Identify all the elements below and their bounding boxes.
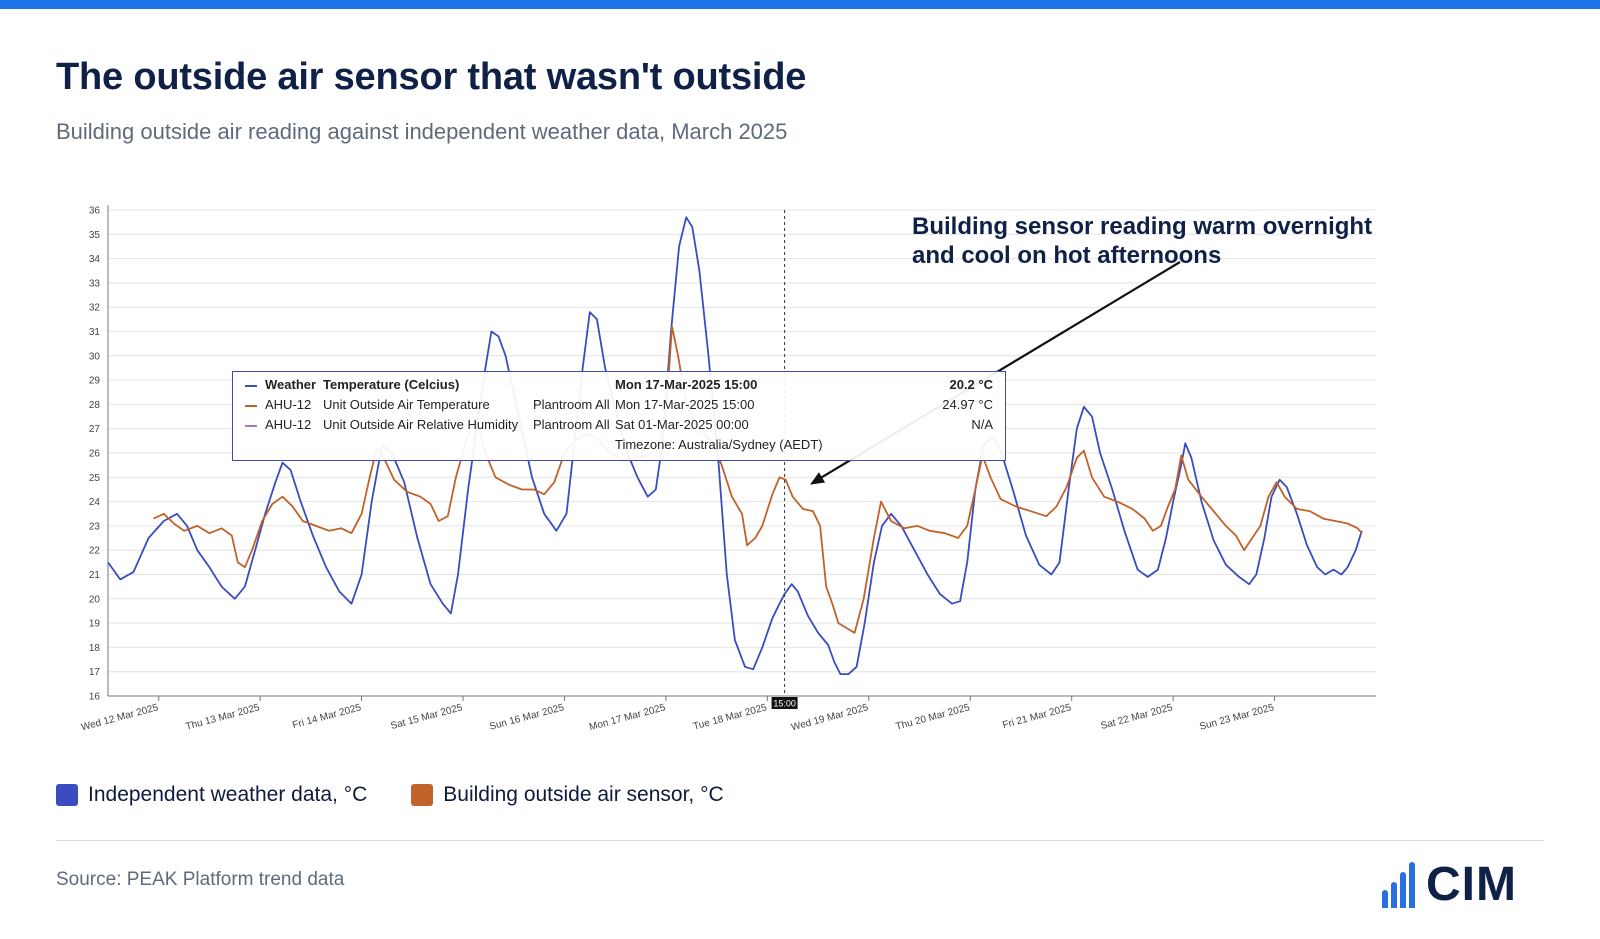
x-tick-label: Tue 18 Mar 2025 (692, 702, 768, 732)
tooltip-row-humidity: AHU-12 Unit Outside Air Relative Humidit… (233, 417, 1005, 435)
annotation-arrow-head (810, 472, 826, 485)
y-tick-label: 36 (89, 206, 101, 217)
logo-bar (1391, 882, 1397, 908)
tooltip-row-weather: Weather Temperature (Celcius) Mon 17-Mar… (233, 377, 1005, 395)
temperature-chart: 16 17 18 19 20 21 22 23 24 25 26 27 28 29 30 31 32 33 34 35… (80, 205, 1376, 733)
footer-divider (56, 840, 1544, 841)
y-tick-label: 22 (89, 546, 101, 557)
chart-annotation: Building sensor reading warm overnight a… (912, 212, 1372, 270)
y-tick-label: 30 (89, 351, 101, 362)
y-tick-label: 21 (89, 570, 101, 581)
chart-tooltip: Weather Temperature (Celcius) Mon 17-Mar… (232, 371, 1006, 461)
y-tick-label: 20 (89, 594, 101, 605)
legend-label-building: Building outside air sensor, °C (443, 783, 724, 806)
logo-bar (1400, 872, 1406, 908)
tooltip-series-name: Temperature (Celcius) (323, 377, 460, 392)
cim-logo: CIM (1382, 858, 1517, 911)
x-tick-label: Sun 16 Mar 2025 (488, 702, 565, 733)
x-tick-label: Sat 22 Mar 2025 (1100, 702, 1175, 732)
tooltip-row-building-temp: AHU-12 Unit Outside Air Temperature Plan… (233, 397, 1005, 415)
x-tick-label: Mon 17 Mar 2025 (588, 702, 667, 733)
tooltip-series-name: Unit Outside Air Relative Humidity (323, 417, 519, 432)
x-tick-label: Thu 13 Mar 2025 (185, 702, 262, 732)
tooltip-source: AHU-12 (265, 417, 312, 432)
x-tick-label: Wed 12 Mar 2025 (80, 702, 160, 733)
y-tick-label: 31 (89, 327, 101, 338)
annotation-line-2: and cool on hot afternoons (912, 242, 1222, 269)
y-tick-label: 19 (89, 619, 101, 630)
source-note: Source: PEAK Platform trend data (56, 869, 345, 890)
tooltip-row-timezone: Timezone: Australia/Sydney (AEDT) (233, 437, 1005, 455)
y-tick-label: 29 (89, 376, 101, 387)
x-tick-label: Sun 23 Mar 2025 (1198, 702, 1275, 733)
x-tick-label: Thu 20 Mar 2025 (895, 702, 972, 732)
tooltip-series-name: Unit Outside Air Temperature (323, 397, 490, 412)
annotation-line-1: Building sensor reading warm overnight (912, 213, 1373, 240)
y-tick-label: 24 (89, 497, 101, 508)
tooltip-source: Weather (265, 377, 317, 392)
legend-label-weather: Independent weather data, °C (88, 783, 368, 806)
building-line-icon (245, 405, 257, 407)
tooltip-source: AHU-12 (265, 397, 312, 412)
logo-bar (1409, 862, 1415, 908)
y-tick-label: 34 (89, 254, 101, 265)
y-tick-label: 25 (89, 473, 101, 484)
tooltip-time: Mon 17-Mar-2025 15:00 (615, 377, 758, 392)
y-tick-label: 26 (89, 449, 101, 460)
tooltip-value: 24.97 °C (942, 397, 993, 412)
weather-line-icon (245, 385, 257, 387)
y-tick-label: 32 (89, 303, 101, 314)
y-tick-label: 33 (89, 278, 101, 289)
cursor-badge (771, 697, 798, 709)
y-tick-label: 18 (89, 643, 101, 654)
x-tick-label: Fri 14 Mar 2025 (291, 702, 362, 731)
x-tick-label: Wed 19 Mar 2025 (790, 702, 870, 733)
logo-bars-icon (1382, 862, 1418, 908)
series-line-building (153, 325, 1363, 634)
chart-legend: Independent weather data, °C Building ou… (56, 783, 768, 807)
tooltip-location: Plantroom All (533, 397, 610, 412)
tooltip-time: Sat 01-Mar-2025 00:00 (615, 417, 749, 432)
page-title: The outside air sensor that wasn't outsi… (56, 56, 807, 98)
tooltip-value: N/A (971, 417, 993, 432)
cursor-label: 15:00 (773, 699, 796, 709)
x-tick-label: Fri 21 Mar 2025 (1001, 702, 1072, 731)
x-tick-label: Sat 15 Mar 2025 (390, 702, 465, 732)
legend-item-weather: Independent weather data, °C (56, 783, 367, 807)
series-line-weather (107, 216, 1363, 675)
y-tick-label: 23 (89, 521, 101, 532)
tooltip-timezone: Timezone: Australia/Sydney (AEDT) (615, 437, 823, 452)
y-tick-label: 27 (89, 424, 101, 435)
legend-swatch-building (411, 784, 434, 806)
tooltip-value: 20.2 °C (949, 377, 993, 392)
y-tick-label: 17 (89, 667, 101, 678)
page-subtitle: Building outside air reading against ind… (56, 119, 788, 144)
logo-text: CIM (1426, 858, 1517, 911)
tooltip-time: Mon 17-Mar-2025 15:00 (615, 397, 755, 412)
legend-swatch-weather (56, 784, 78, 806)
y-tick-label: 16 (89, 692, 101, 703)
y-tick-label: 35 (89, 230, 101, 241)
y-tick-label: 28 (89, 400, 101, 411)
legend-item-building: Building outside air sensor, °C (411, 783, 724, 807)
tooltip-location: Plantroom All (533, 417, 610, 432)
logo-bar (1382, 890, 1388, 908)
humidity-line-icon (245, 425, 257, 427)
top-accent-bar (0, 0, 1600, 9)
